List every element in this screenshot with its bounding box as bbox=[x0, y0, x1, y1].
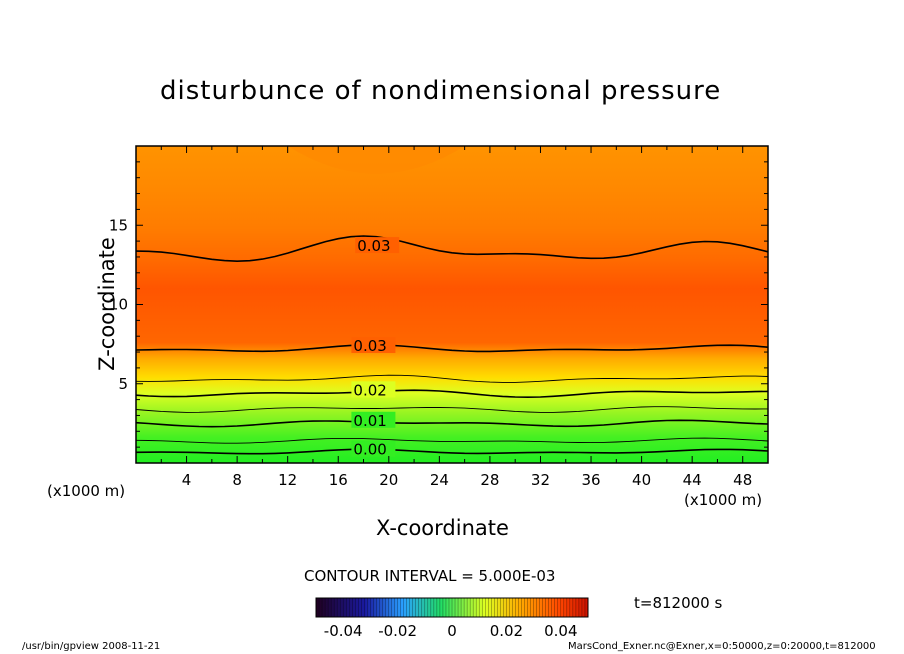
contour-fill-hump bbox=[287, 146, 465, 174]
x-tick-label: 4 bbox=[182, 471, 192, 489]
x-tick-label: 36 bbox=[581, 471, 600, 489]
contour-label: 0.03 bbox=[353, 337, 386, 355]
contour-label-bg bbox=[351, 440, 396, 457]
contour-label: 0.01 bbox=[353, 412, 386, 430]
contour-line bbox=[135, 437, 769, 444]
y-tick-label: 5 bbox=[118, 375, 128, 393]
contour-label-bg bbox=[351, 336, 396, 353]
x-tick-label: 16 bbox=[329, 471, 348, 489]
contour-label-bg bbox=[351, 381, 396, 398]
x-unit-left: (x1000 m) bbox=[47, 482, 126, 500]
contour-line bbox=[135, 389, 769, 399]
y-tick-label: 10 bbox=[109, 296, 128, 314]
time-text: t=812000 s bbox=[634, 594, 723, 612]
x-tick-label: 20 bbox=[379, 471, 398, 489]
x-tick-label: 8 bbox=[232, 471, 242, 489]
contour-line bbox=[135, 448, 769, 455]
contour-line bbox=[135, 374, 769, 383]
x-tick-label: 32 bbox=[531, 471, 550, 489]
x-tick-label: 48 bbox=[733, 471, 752, 489]
footer-right: MarsCond_Exner.nc@Exner,x=0:50000,z=0:20… bbox=[568, 641, 876, 652]
contour-fill bbox=[136, 146, 768, 463]
colorbar-tick-label: -0.02 bbox=[378, 622, 417, 640]
x-unit-right: (x1000 m) bbox=[684, 491, 763, 509]
chart-title: disturbunce of nondimensional pressure bbox=[160, 76, 722, 106]
y-tick-label: 15 bbox=[109, 216, 128, 234]
contour-label: 0.03 bbox=[357, 237, 390, 255]
colorbar-tick-label: -0.04 bbox=[324, 622, 363, 640]
x-tick-label: 12 bbox=[278, 471, 297, 489]
footer-left: /usr/bin/gpview 2008-11-21 bbox=[22, 641, 161, 652]
contour-label: 0.00 bbox=[353, 441, 386, 459]
colorbar-tick-label: 0.02 bbox=[490, 622, 523, 640]
x-axis-label: X-coordinate bbox=[376, 516, 509, 540]
contour-label-bg bbox=[351, 411, 396, 428]
contour-line bbox=[135, 406, 769, 413]
x-tick-label: 40 bbox=[632, 471, 651, 489]
contour-label: 0.02 bbox=[353, 381, 386, 399]
contour-line bbox=[135, 235, 769, 263]
contour-line bbox=[135, 419, 769, 428]
contour-interval-text: CONTOUR INTERVAL = 5.000E-03 bbox=[304, 567, 556, 585]
x-tick-label: 44 bbox=[683, 471, 702, 489]
colorbar-tick-label: 0.04 bbox=[544, 622, 577, 640]
x-tick-label: 24 bbox=[430, 471, 449, 489]
contour-line bbox=[135, 344, 769, 353]
colorbar-tick-label: 0 bbox=[447, 622, 457, 640]
x-tick-label: 28 bbox=[480, 471, 499, 489]
contour-label-bg bbox=[355, 237, 400, 254]
